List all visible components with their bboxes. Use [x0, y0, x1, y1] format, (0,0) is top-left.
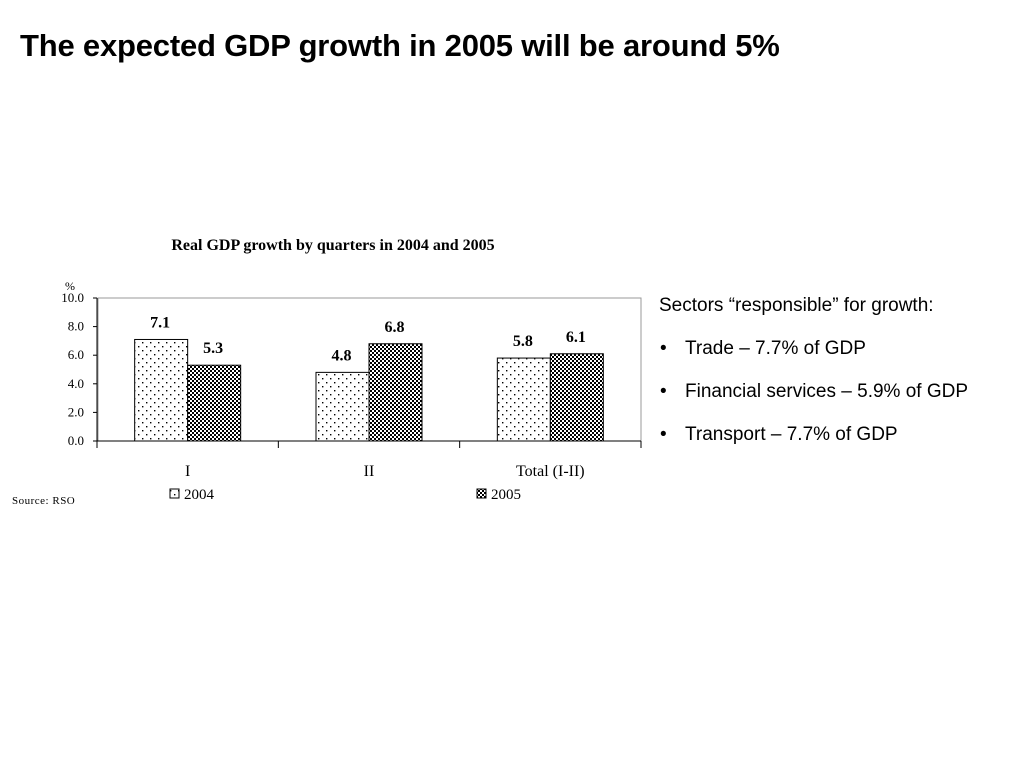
bullet-icon: •	[660, 424, 667, 445]
y-tick-label: 0.0	[68, 433, 84, 448]
x-tick-label: I	[185, 463, 190, 480]
data-label: 4.8	[332, 347, 352, 364]
sector-label: Transport – 7.7% of GDP	[685, 424, 898, 445]
sector-item-transport: • Transport – 7.7% of GDP	[659, 419, 1004, 451]
legend-label: 2004	[184, 487, 215, 503]
x-tick-label: II	[364, 463, 375, 480]
gdp-growth-chart: Real GDP growth by quarters in 2004 and …	[12, 237, 642, 507]
y-tick-label: 8.0	[68, 319, 84, 334]
data-label: 6.1	[566, 329, 586, 346]
source-note: Source: RSO	[12, 495, 75, 507]
bar-2004-2	[315, 371, 370, 442]
sector-item-financial-services: • Financial services – 5.9% of GDP	[659, 376, 1004, 408]
x-tick-label: Total (I-II)	[516, 463, 585, 480]
data-label: 5.3	[203, 340, 223, 357]
y-axis-unit: %	[65, 279, 75, 293]
y-tick-label: 10.0	[61, 290, 84, 305]
data-label: 7.1	[150, 314, 170, 331]
sectors-list: • Trade – 7.7% of GDP • Financial servic…	[659, 333, 1004, 451]
bullet-icon: •	[660, 338, 667, 359]
y-tick-label: 6.0	[68, 347, 84, 362]
y-tick-label: 2.0	[68, 404, 84, 419]
sectors-panel: Sectors “responsible” for growth: • Trad…	[659, 290, 1004, 462]
bar-2004-3	[496, 357, 551, 442]
bullet-icon: •	[660, 381, 667, 402]
sectors-intro: Sectors “responsible” for growth:	[659, 295, 934, 316]
sector-label: Financial services – 5.9% of GDP	[685, 381, 969, 402]
chart-title: Real GDP growth by quarters in 2004 and …	[171, 237, 494, 254]
sector-item-trade: • Trade – 7.7% of GDP	[659, 333, 1004, 365]
bar-2004-1	[134, 338, 189, 442]
sector-label: Trade – 7.7% of GDP	[685, 338, 866, 359]
data-label: 5.8	[513, 333, 533, 350]
bar-2005-2	[368, 343, 423, 442]
legend-swatch-2005	[476, 488, 487, 499]
slide-title: The expected GDP growth in 2005 will be …	[20, 28, 780, 63]
legend-swatch-2004	[169, 488, 180, 499]
bar-2005-3	[549, 353, 604, 442]
y-tick-label: 4.0	[68, 376, 84, 391]
legend-label: 2005	[491, 487, 521, 503]
bar-2005-1	[187, 364, 242, 442]
data-label: 6.8	[385, 319, 405, 336]
